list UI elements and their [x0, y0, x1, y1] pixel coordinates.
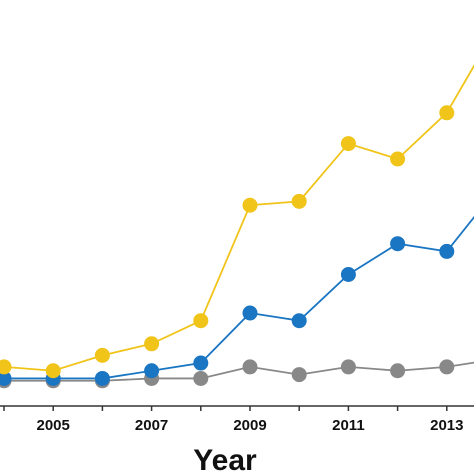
series-3-point-2011 — [340, 359, 356, 375]
series-3-point-2013 — [439, 359, 455, 375]
x-tick-label: 2007 — [135, 417, 168, 434]
series-2-point-2008 — [193, 355, 209, 371]
series-2-point-2007 — [144, 363, 160, 379]
series-1-point-2012 — [390, 151, 406, 167]
series-2-point-2011 — [340, 267, 356, 282]
series-1-point-2010 — [291, 193, 307, 209]
series-1-point-2004 — [0, 359, 12, 375]
series-layer — [0, 64, 474, 389]
series-1-point-2009 — [242, 197, 258, 213]
series-1-point-2005 — [45, 363, 61, 379]
series-1-point-2008 — [193, 313, 209, 329]
series-1-line — [3, 64, 474, 372]
series-1-point-2013 — [439, 105, 455, 121]
series-2-point-2012 — [390, 236, 406, 252]
series-2-point-2010 — [291, 313, 307, 329]
series-3-point-2009 — [242, 359, 258, 375]
x-tick-label: 2005 — [37, 417, 70, 434]
series-2-point-2004 — [0, 370, 12, 386]
series-2-line — [4, 215, 474, 380]
series-1-point-2007 — [144, 336, 160, 352]
series-2-point-2013 — [439, 243, 455, 259]
series-3-point-2008 — [193, 370, 209, 386]
x-tick-label: 2011 — [332, 417, 365, 434]
x-tick-layer: 2005 2007 2009 2011 2013 — [3, 406, 463, 434]
x-tick-label: 2009 — [233, 417, 266, 434]
series-1-point-2006 — [94, 347, 110, 363]
series-2-point-2006 — [94, 370, 110, 386]
series-1-point-2011 — [340, 136, 356, 152]
x-axis-title: Year — [193, 444, 257, 474]
series-3-point-2012 — [390, 363, 406, 379]
x-tick-label: 2013 — [430, 417, 463, 434]
series-2-point-2009 — [242, 305, 258, 321]
series-3-point-2010 — [291, 367, 307, 383]
